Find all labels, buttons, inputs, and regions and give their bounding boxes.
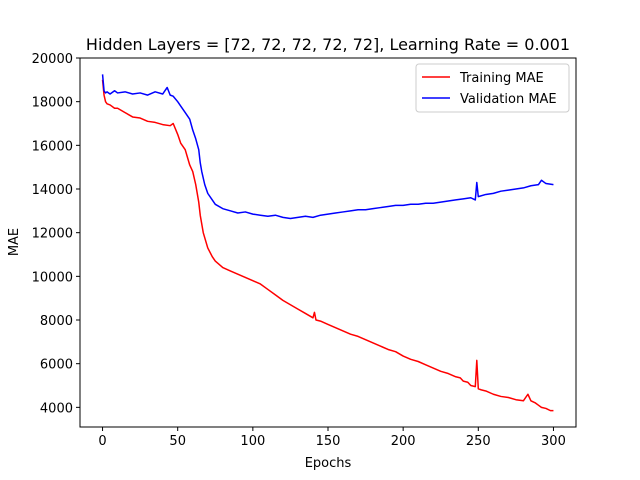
- y-tick-label: 8000: [40, 314, 73, 329]
- chart-title: Hidden Layers = [72, 72, 72, 72, 72], Le…: [86, 35, 570, 54]
- x-tick-label: 50: [169, 434, 186, 449]
- y-tick-label: 20000: [32, 52, 73, 67]
- x-tick-label: 300: [541, 434, 566, 449]
- legend: Training MAE Validation MAE: [415, 63, 570, 113]
- x-tick-label: 0: [98, 434, 106, 449]
- x-tick-label: 200: [391, 434, 416, 449]
- y-axis-label: MAE: [7, 228, 22, 256]
- y-tick-label: 6000: [40, 358, 73, 373]
- plot-area: [101, 74, 554, 412]
- x-axis-label: Epochs: [305, 456, 352, 471]
- y-tick-label: 12000: [32, 227, 73, 242]
- y-tick-label: 10000: [32, 270, 73, 285]
- legend-label: Validation MAE: [460, 92, 557, 107]
- legend-box: [415, 63, 570, 113]
- x-tick-label: 100: [240, 434, 265, 449]
- axes: 0 50 100 150 200 250 300 4000 6000 8000 10000 12000…: [32, 52, 577, 449]
- series-line-training-mae: [101, 79, 554, 412]
- legend-label: Training MAE: [459, 71, 544, 86]
- plot-frame: [79, 57, 577, 428]
- x-tick-label: 150: [316, 434, 341, 449]
- x-tick-label: 250: [466, 434, 491, 449]
- y-tick-label: 4000: [40, 401, 73, 416]
- y-tick-label: 18000: [32, 96, 73, 111]
- y-tick-label: 14000: [32, 183, 73, 198]
- series-group: [101, 74, 554, 412]
- y-tick-label: 16000: [32, 139, 73, 154]
- series-line-validation-mae: [101, 74, 554, 220]
